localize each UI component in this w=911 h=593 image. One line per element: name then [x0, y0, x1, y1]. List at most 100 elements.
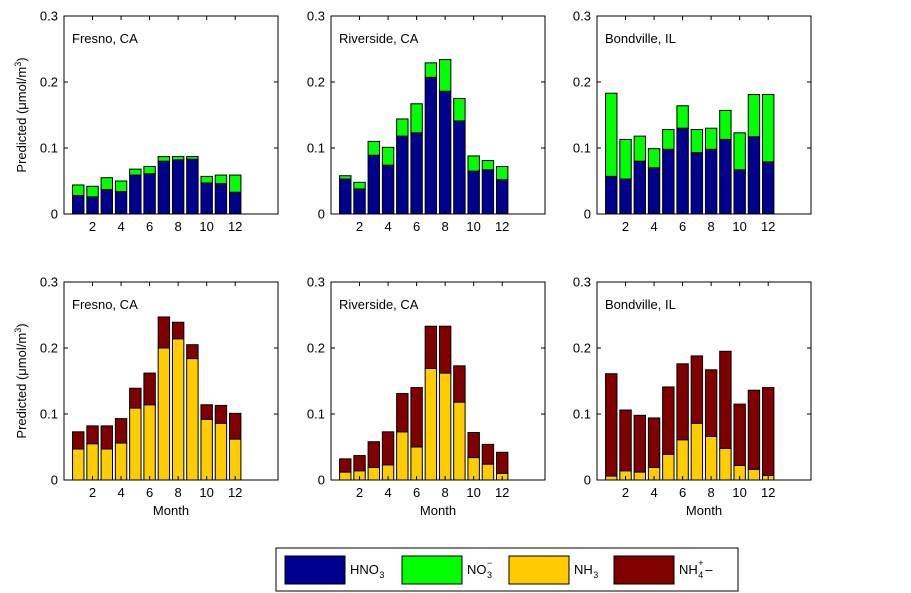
x-tick-label: 6 [413, 219, 420, 234]
bar-nh4-month-3 [633, 414, 647, 473]
bar-nh4-month-9 [453, 365, 466, 403]
bar-nh4-month-4 [647, 417, 661, 468]
bar-hno3-month-1 [72, 195, 85, 215]
bar-no3-month-1 [72, 184, 85, 197]
x-tick-label: 10 [466, 219, 480, 234]
x-tick-label: 8 [175, 219, 182, 234]
bar-nh3-month-11 [747, 468, 761, 481]
legend-label-sup: − [487, 558, 492, 568]
x-tick-label: 10 [732, 219, 746, 234]
bar-nh4-month-9 [719, 350, 732, 449]
bar-nh3-month-11 [214, 422, 228, 481]
bar-nh4-month-4 [381, 431, 395, 466]
x-tick-label: 4 [117, 219, 124, 234]
bar-hno3-month-10 [467, 170, 480, 215]
y-axis-label: Predicted (μmol/m3) [13, 57, 29, 172]
legend-label-script: 3 [379, 570, 384, 580]
bar-nh3-month-8 [171, 338, 185, 481]
y-tick-label: 0.1 [573, 407, 591, 422]
y-tick-label: 0.3 [40, 275, 58, 290]
panel-label: Riverside, CA [339, 31, 419, 46]
bar-nh3-month-6 [676, 439, 689, 481]
y-tick-label: 0.3 [573, 9, 591, 24]
bar-hno3-month-11 [747, 136, 761, 215]
y-tick-label: 0.3 [573, 275, 591, 290]
bar-hno3-month-9 [186, 158, 199, 215]
x-tick-label: 6 [146, 219, 153, 234]
legend-label-script: 4 [698, 570, 703, 580]
bar-hno3-month-9 [453, 120, 466, 215]
x-tick-label: 6 [679, 485, 686, 500]
bar-hno3-month-3 [633, 160, 647, 215]
bar-no3-month-3 [367, 140, 381, 156]
bar-no3-month-8 [438, 59, 452, 92]
bar-nh3-month-9 [719, 447, 732, 481]
x-tick-label: 10 [732, 485, 746, 500]
y-tick-label: 0 [51, 473, 58, 488]
y-tick-label: 0.1 [573, 141, 591, 156]
x-axis-label: Month [153, 503, 189, 518]
x-tick-label: 8 [442, 485, 449, 500]
bar-nh4-month-7 [424, 325, 438, 369]
bar-no3-month-11 [481, 160, 495, 171]
bar-nh4-month-8 [171, 321, 185, 340]
bar-nh3-month-4 [114, 442, 128, 481]
x-tick-label: 2 [356, 219, 363, 234]
bar-no3-month-1 [605, 92, 618, 177]
bar-nh3-month-10 [200, 418, 213, 481]
x-tick-label: 6 [146, 485, 153, 500]
y-tick-label: 0.3 [307, 9, 325, 24]
bar-nh4-month-10 [200, 404, 213, 420]
bar-no3-month-12 [495, 165, 509, 181]
bar-hno3-month-3 [367, 154, 381, 215]
bar-nh4-month-6 [676, 363, 689, 441]
bar-no3-month-3 [633, 135, 647, 162]
x-tick-label: 12 [761, 485, 775, 500]
bar-hno3-month-4 [381, 164, 395, 215]
legend-label: NH [574, 562, 593, 577]
x-tick-label: 10 [466, 485, 480, 500]
axes-frame [596, 281, 812, 481]
bar-no3-month-5 [396, 118, 409, 137]
bar-nh4-month-5 [129, 387, 142, 409]
bar-no3-month-2 [86, 185, 99, 198]
legend-item: NO 3 − [401, 555, 492, 585]
bar-nh3-month-6 [143, 404, 156, 481]
chart-panel-2: 0 0.1 0.2 0.3 2 4 6 8 10 12 Riverside, CA [307, 9, 546, 234]
legend-item: NH 4 + – [613, 555, 713, 585]
y-tick-label: 0.2 [40, 75, 58, 90]
bar-nh3-month-6 [410, 446, 423, 481]
bar-hno3-month-10 [200, 182, 213, 215]
bar-no3-month-7 [424, 62, 438, 78]
bar-nh3-month-7 [157, 347, 171, 481]
legend-item: HNO 3 [284, 555, 384, 585]
bar-no3-month-8 [171, 156, 185, 161]
bar-nh3-month-8 [704, 435, 718, 481]
y-tick-label: 0.2 [307, 75, 325, 90]
x-tick-label: 2 [89, 219, 96, 234]
bar-nh4-month-10 [733, 403, 746, 466]
bar-nh3-month-1 [605, 475, 618, 481]
y-axis-label: Predicted (μmol/m3) [13, 323, 29, 438]
bar-nh4-month-11 [481, 443, 495, 465]
legend: HNO 3 NO 3− NH 3 NH 4+ – [275, 547, 739, 592]
legend-item: NH 3 [508, 555, 598, 585]
chart-panel-6: 0 0.1 0.2 0.3 2 4 6 8 10 12 Bondville, IL Month [573, 275, 812, 518]
bar-hno3-month-8 [438, 90, 452, 215]
bar-hno3-month-6 [410, 132, 423, 215]
bar-no3-month-3 [100, 177, 114, 191]
bar-nh4-month-6 [410, 387, 423, 448]
y-tick-label: 0.2 [307, 341, 325, 356]
bar-hno3-month-5 [662, 148, 675, 215]
bar-nh4-month-12 [761, 387, 775, 476]
axes-frame [596, 15, 812, 215]
legend-swatch [401, 555, 463, 585]
bar-nh4-month-12 [495, 451, 509, 474]
x-tick-label: 12 [228, 485, 242, 500]
panel-label: Riverside, CA [339, 297, 419, 312]
y-tick-label: 0.2 [573, 341, 591, 356]
bar-no3-month-12 [228, 174, 242, 193]
bar-no3-month-7 [157, 156, 171, 162]
bar-no3-month-10 [467, 155, 480, 172]
x-tick-label: 2 [356, 485, 363, 500]
